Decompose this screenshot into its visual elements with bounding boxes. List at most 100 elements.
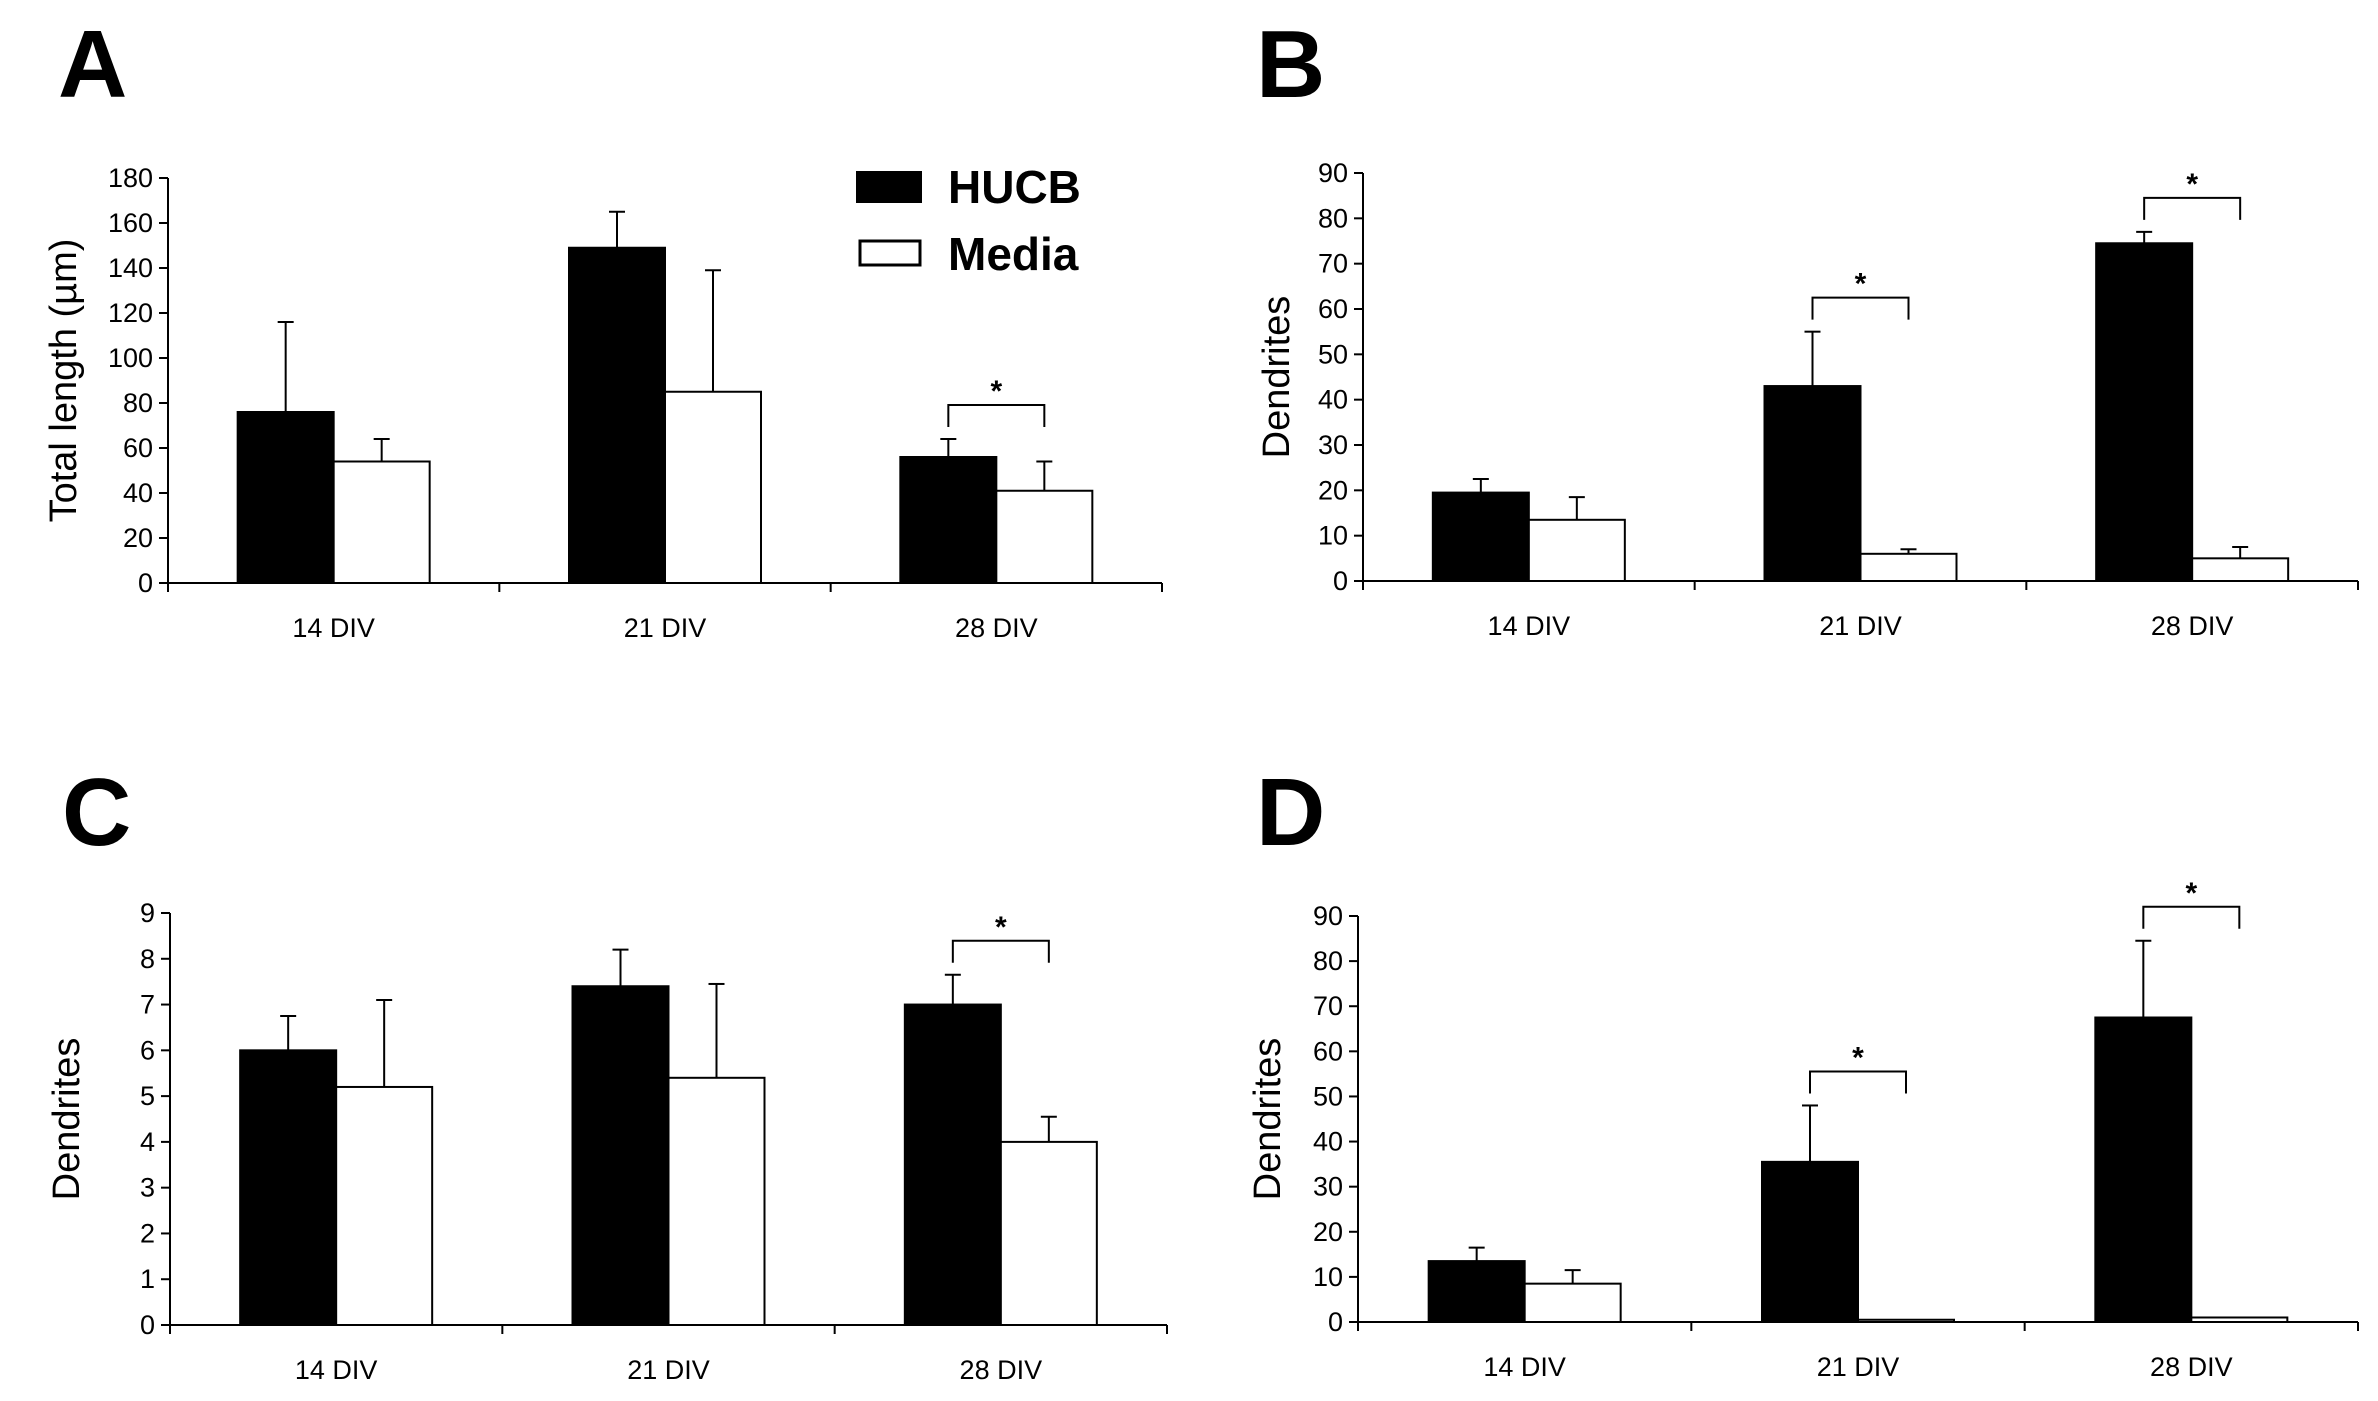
bar-media [2191, 557, 2290, 582]
x-tick-label: 21 DIV [624, 613, 707, 643]
x-tick-label: 28 DIV [2151, 611, 2234, 641]
bar-hucb [903, 1003, 1002, 1326]
legend-swatch-hucb [856, 171, 922, 203]
chart-panel-c: 0 1 2 3 4 5 6 7 8 9 Dendrites 14 DIV 21 DIV 28 DIV * [46, 898, 1168, 1385]
y-tick-label: 80 [123, 388, 153, 418]
x-tick-label: 28 DIV [960, 1355, 1043, 1385]
significance-bracket [2142, 905, 2241, 929]
y-tick-label: 30 [1318, 430, 1348, 460]
x-tick-label: 21 DIV [627, 1355, 710, 1385]
x-tick-label: 28 DIV [955, 613, 1038, 643]
x-tick-label: 28 DIV [2150, 1352, 2233, 1382]
y-tick-label: 20 [123, 523, 153, 553]
legend: HUCB Media [856, 161, 1081, 280]
y-tick-label: 2 [140, 1218, 155, 1248]
bar-media [667, 1076, 766, 1327]
y-tick-label: 40 [1318, 385, 1348, 415]
bar-hucb [1427, 1260, 1526, 1323]
significance-asterisk: * [1852, 1041, 1864, 1074]
y-tick-label: 70 [1313, 991, 1343, 1021]
x-tick-label: 14 DIV [1483, 1352, 1566, 1382]
y-axis-label: Dendrites [46, 1038, 88, 1201]
significance-asterisk: * [995, 911, 1007, 944]
y-tick-label: 40 [123, 478, 153, 508]
significance-asterisk: * [2186, 168, 2198, 201]
y-tick-label: 5 [140, 1081, 155, 1111]
bar-hucb [1431, 491, 1530, 583]
bar-hucb [2094, 1016, 2193, 1323]
y-tick-label: 20 [1313, 1217, 1343, 1247]
y-tick-label: 7 [140, 990, 155, 1020]
bar-hucb [899, 456, 998, 584]
y-tick-label: 90 [1318, 158, 1348, 188]
y-tick-label: 60 [1313, 1036, 1343, 1066]
y-tick-label: 8 [140, 944, 155, 974]
legend-label-media: Media [948, 228, 1079, 280]
y-tick-label: 4 [140, 1127, 155, 1157]
legend-swatch-media [858, 239, 922, 267]
y-tick-label: 100 [108, 343, 153, 373]
panel-b-letter: B [1256, 11, 1325, 118]
chart-panel-b: 0 10 20 30 40 50 60 70 80 90 Dendrites 14 DIV 21 DIV… [1256, 158, 2359, 641]
y-tick-label: 0 [1328, 1307, 1343, 1337]
x-tick-label: 21 DIV [1819, 611, 1902, 641]
y-tick-label: 0 [1333, 566, 1348, 596]
y-tick-label: 90 [1313, 901, 1343, 931]
bar-hucb [239, 1049, 338, 1327]
y-tick-label: 0 [138, 568, 153, 598]
legend-label-hucb: HUCB [948, 161, 1081, 213]
bar-media [1857, 1318, 1955, 1323]
bar-media [2190, 1316, 2289, 1324]
y-tick-label: 180 [108, 163, 153, 193]
bar-hucb [571, 985, 670, 1326]
bar-hucb [236, 411, 335, 584]
x-tick-label: 14 DIV [295, 1355, 378, 1385]
x-tick-label: 14 DIV [292, 613, 375, 643]
y-axis-label: Dendrites [1256, 296, 1298, 459]
bar-hucb [1761, 1160, 1859, 1324]
significance-asterisk: * [1855, 268, 1867, 301]
y-tick-label: 1 [140, 1264, 155, 1294]
y-tick-label: 50 [1313, 1081, 1343, 1111]
bar-media [664, 390, 762, 584]
bar-media [1527, 518, 1626, 582]
significance-bracket [1809, 1070, 1907, 1094]
significance-asterisk: * [990, 375, 1002, 408]
y-tick-label: 6 [140, 1035, 155, 1065]
y-tick-label: 10 [1313, 1262, 1343, 1292]
y-tick-label: 3 [140, 1173, 155, 1203]
y-tick-label: 60 [123, 433, 153, 463]
significance-bracket [947, 404, 1046, 427]
y-tick-label: 9 [140, 898, 155, 928]
y-tick-label: 80 [1318, 203, 1348, 233]
y-axis-label: Total length (µm) [43, 239, 85, 523]
y-tick-label: 10 [1318, 521, 1348, 551]
x-tick-label: 14 DIV [1488, 611, 1571, 641]
y-tick-label: 70 [1318, 249, 1348, 279]
bar-hucb [1763, 385, 1862, 583]
y-axis-label: Dendrites [1247, 1038, 1289, 1201]
bar-media [999, 1140, 1098, 1327]
bar-media [332, 460, 431, 584]
y-tick-label: 40 [1313, 1127, 1343, 1157]
bar-media [335, 1085, 434, 1327]
chart-panel-d: 0 10 20 30 40 50 60 70 80 90 Dendrites 14 DIV 21 DIV… [1247, 877, 2359, 1382]
chart-panel-a: 0 20 40 60 80 100 120 140 160 180 Total length (µm… [43, 163, 1163, 643]
x-tick-label: 21 DIV [1817, 1352, 1900, 1382]
y-tick-label: 140 [108, 253, 153, 283]
panel-d-letter: D [1256, 759, 1325, 866]
significance-bracket [951, 939, 1050, 963]
bar-media [1523, 1282, 1622, 1323]
y-tick-label: 20 [1318, 475, 1348, 505]
significance-bracket [2143, 196, 2242, 220]
y-tick-label: 50 [1318, 339, 1348, 369]
bar-hucb [568, 246, 666, 584]
y-tick-label: 80 [1313, 946, 1343, 976]
y-tick-label: 0 [140, 1310, 155, 1340]
significance-bracket [1811, 296, 1910, 320]
y-tick-label: 60 [1318, 294, 1348, 324]
panel-c-letter: C [62, 759, 131, 866]
y-tick-label: 160 [108, 208, 153, 238]
panel-a-letter: A [58, 11, 127, 118]
